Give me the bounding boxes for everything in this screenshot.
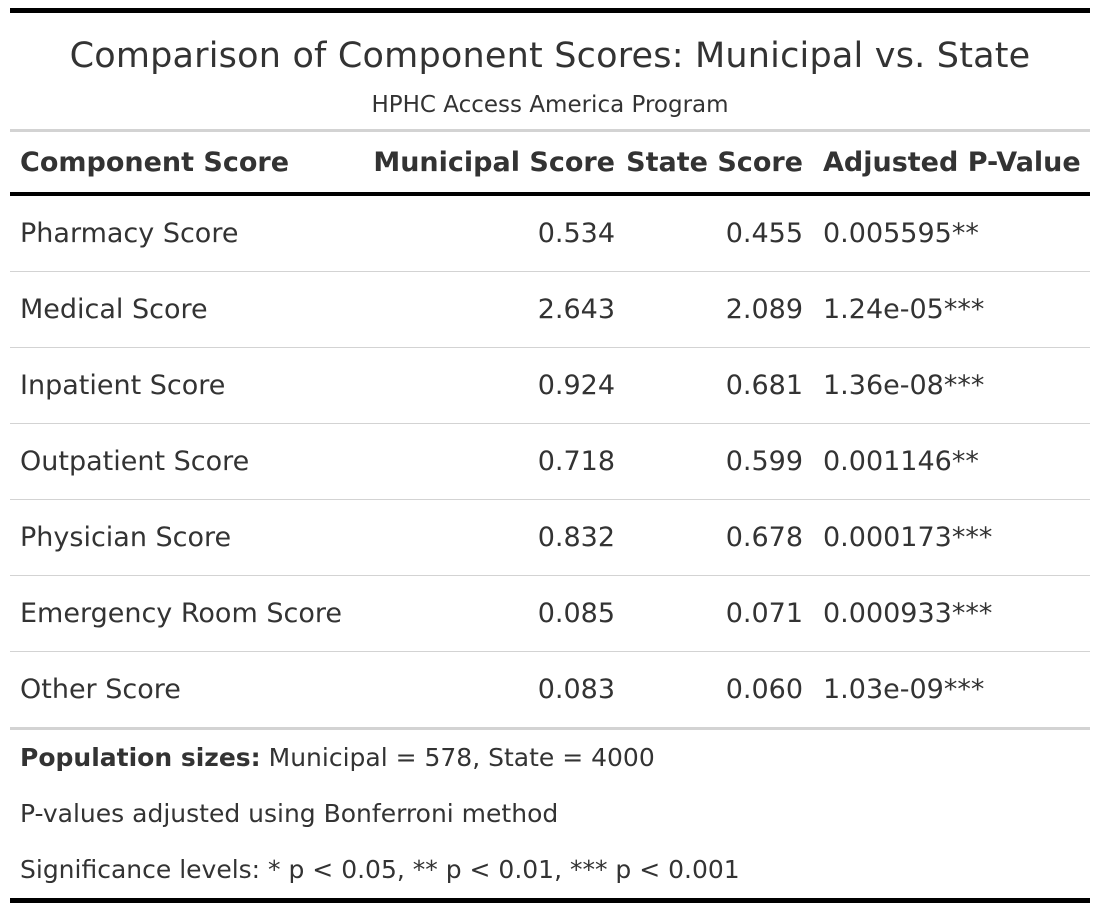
table-row: Other Score 0.083 0.060 1.03e-09*** xyxy=(10,652,1090,730)
table-footnotes: Population sizes: Municipal = 578, State… xyxy=(10,730,1090,898)
cell-component: Other Score xyxy=(20,674,181,705)
footnote-population: Population sizes: Municipal = 578, State… xyxy=(20,730,1090,786)
cell-component: Emergency Room Score xyxy=(20,598,342,629)
cell-municipal: 0.085 xyxy=(537,598,615,629)
cell-component: Outpatient Score xyxy=(20,446,250,477)
table-title: Comparison of Component Scores: Municipa… xyxy=(69,36,1031,76)
top-rule xyxy=(10,8,1090,13)
table-row: Emergency Room Score 0.085 0.071 0.00093… xyxy=(10,576,1090,652)
cell-state: 2.089 xyxy=(725,294,803,325)
cell-municipal: 0.534 xyxy=(537,218,615,249)
cell-state: 0.599 xyxy=(725,446,803,477)
footnote-significance: Significance levels: * p < 0.05, ** p < … xyxy=(20,855,740,884)
cell-state: 0.060 xyxy=(725,674,803,705)
cell-municipal: 0.832 xyxy=(537,522,615,553)
comparison-table: Comparison of Component Scores: Municipa… xyxy=(10,8,1090,903)
cell-state: 0.455 xyxy=(725,218,803,249)
cell-component: Medical Score xyxy=(20,294,208,325)
cell-p-value: 0.000933*** xyxy=(823,598,993,629)
cell-municipal: 0.083 xyxy=(537,674,615,705)
cell-state: 0.678 xyxy=(725,522,803,553)
table-row: Inpatient Score 0.924 0.681 1.36e-08*** xyxy=(10,348,1090,424)
column-header-state: State Score xyxy=(626,146,803,178)
table-header-row: Component Score Municipal Score State Sc… xyxy=(10,132,1090,196)
cell-p-value: 0.005595** xyxy=(823,218,979,249)
cell-p-value: 0.000173*** xyxy=(823,522,993,553)
table-row: Outpatient Score 0.718 0.599 0.001146** xyxy=(10,424,1090,500)
cell-state: 0.681 xyxy=(725,370,803,401)
table-subtitle: HPHC Access America Program xyxy=(371,92,729,118)
cell-p-value: 1.24e-05*** xyxy=(823,294,985,325)
table-row: Medical Score 2.643 2.089 1.24e-05*** xyxy=(10,272,1090,348)
cell-municipal: 0.718 xyxy=(537,446,615,477)
cell-p-value: 0.001146** xyxy=(823,446,979,477)
footnote-population-label: Population sizes: xyxy=(20,743,261,772)
cell-component: Physician Score xyxy=(20,522,232,553)
cell-component: Inpatient Score xyxy=(20,370,226,401)
bottom-rule xyxy=(10,898,1090,903)
cell-municipal: 0.924 xyxy=(537,370,615,401)
column-header-component: Component Score xyxy=(20,146,290,178)
cell-municipal: 2.643 xyxy=(537,294,615,325)
footnote-population-text: Municipal = 578, State = 4000 xyxy=(260,743,655,772)
column-header-municipal: Municipal Score xyxy=(373,146,615,178)
cell-p-value: 1.36e-08*** xyxy=(823,370,985,401)
column-header-p-value: Adjusted P-Value xyxy=(823,146,1081,178)
footnote-adjustment: P-values adjusted using Bonferroni metho… xyxy=(20,799,559,828)
cell-state: 0.071 xyxy=(725,598,803,629)
cell-p-value: 1.03e-09*** xyxy=(823,674,985,705)
cell-component: Pharmacy Score xyxy=(20,218,239,249)
table-row: Pharmacy Score 0.534 0.455 0.005595** xyxy=(10,196,1090,272)
table-row: Physician Score 0.832 0.678 0.000173*** xyxy=(10,500,1090,576)
header-divider xyxy=(10,129,1090,132)
